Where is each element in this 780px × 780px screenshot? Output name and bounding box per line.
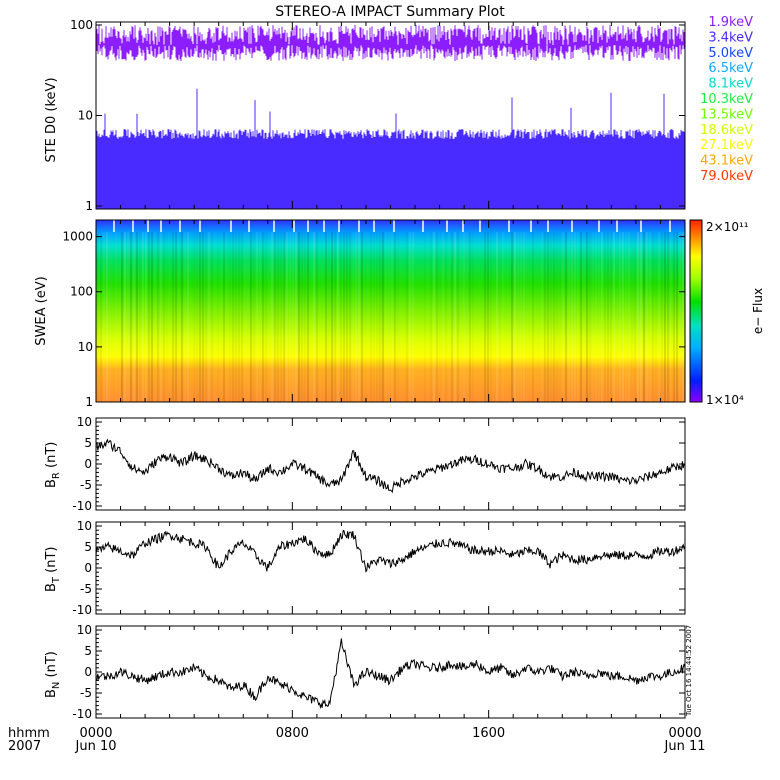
br-label-sub: R (51, 472, 62, 479)
x-tick-label: 1600 (472, 726, 505, 741)
colorbar-max-label: 2×10¹¹ (706, 220, 749, 234)
ste-y-label: STE D0 (keV) (44, 77, 59, 162)
ste-legend-entry: 79.0keV (700, 169, 753, 184)
ste-legend-entry: 1.9keV (708, 15, 753, 30)
swea-y-tick-label: 1 (85, 395, 93, 409)
bt-y-tick-label: 5 (84, 540, 92, 554)
colorbar-label: e− Flux (751, 288, 765, 334)
ste-y-tick-label: 1 (85, 199, 93, 213)
x-tick-label: 0800 (276, 726, 309, 741)
swea-y-tick-label: 100 (70, 285, 93, 299)
bt-y-label: BT (nT) (44, 547, 62, 593)
bn-y-tick-label: 10 (77, 623, 92, 637)
swea-spectrogram (96, 220, 685, 402)
bt-y-tick-label: 0 (84, 561, 92, 575)
swea-y-ticks: 1 10 100 1000 (62, 230, 685, 409)
x-axis-left-label-year: 2007 (8, 739, 41, 754)
ste-legend-entry: 13.5keV (700, 107, 753, 122)
br-y-tick-label: -5 (80, 478, 92, 492)
ste-panel: 1 10 100 STE D0 (keV) 1.9keV3.4keV5.0keV6.… (44, 15, 753, 213)
figure-title: STEREO-A IMPACT Summary Plot (275, 4, 505, 20)
bn-label-unit: (nT) (44, 651, 59, 681)
ste-series-1.9keV (96, 25, 685, 61)
br-label-unit: (nT) (44, 442, 59, 472)
generation-timestamp: Tue Oct 16 14:44:52 2007 (685, 625, 693, 717)
br-series-line (95, 438, 686, 494)
swea-y-tick-label: 1000 (62, 230, 93, 244)
ste-series-3.4keV (96, 88, 685, 209)
ste-legend-entry: 10.3keV (700, 92, 753, 107)
bn-y-label: BN (nT) (44, 651, 62, 698)
br-y-ticks: 10 5 0 -5 -10 (72, 415, 685, 513)
ste-channel-series (96, 25, 685, 209)
br-panel: 10 5 0 -5 -10 BR (nT) (44, 415, 686, 513)
bt-y-ticks: 10 5 0 -5 -10 (72, 519, 685, 617)
bt-panel: 10 5 0 -5 -10 BT (nT) (44, 519, 686, 617)
ste-legend-entry: 18.6keV (700, 123, 753, 138)
br-y-tick-label: 0 (84, 457, 92, 471)
ste-y-ticks: 1 10 100 (70, 18, 685, 213)
br-y-tick-label: 10 (77, 415, 92, 429)
bn-y-tick-label: 5 (84, 644, 92, 658)
ste-legend-entry: 43.1keV (700, 154, 753, 169)
bn-y-tick-label: 0 (84, 665, 92, 679)
swea-y-tick-label: 10 (78, 340, 93, 354)
ste-y-tick-label: 100 (70, 18, 93, 32)
bn-panel: 10 5 0 -5 -10 BN (nT) Tue Oct 16 14:44:52 20… (44, 623, 693, 721)
bt-y-tick-label: -10 (72, 603, 92, 617)
bn-y-tick-label: -5 (80, 686, 92, 700)
ste-legend-entry: 8.1keV (708, 77, 753, 92)
bt-label-sub: T (51, 576, 62, 584)
bn-label-sub: N (51, 682, 62, 689)
br-y-tick-label: 5 (84, 436, 92, 450)
ste-legend-entry: 5.0keV (708, 46, 753, 61)
swea-data-gaps (100, 220, 684, 402)
bn-series-line (95, 638, 686, 710)
bt-label-unit: (nT) (44, 547, 59, 577)
bt-label-main: B (44, 583, 59, 592)
bt-y-tick-label: -5 (80, 582, 92, 596)
x-tick-label: 0000 (668, 726, 701, 741)
bn-y-tick-label: -10 (72, 707, 92, 721)
x-tick-date-label: Jun 10 (75, 739, 117, 754)
ste-y-tick-label: 10 (78, 109, 93, 123)
ste-legend-entry: 3.4keV (708, 30, 753, 45)
swea-panel: 1 10 100 1000 SWEA (eV) 2×10¹¹ 1×10⁴ e− Flu… (34, 219, 765, 409)
br-y-tick-label: -10 (72, 499, 92, 513)
swea-y-label: SWEA (eV) (34, 276, 49, 345)
bn-y-ticks: 10 5 0 -5 -10 (72, 623, 685, 721)
colorbar-min-label: 1×10⁴ (706, 393, 744, 407)
bt-series-line (95, 529, 686, 573)
flux-colorbar (689, 219, 703, 403)
ste-legend-entry: 27.1keV (700, 138, 753, 153)
x-tick-date-label: Jun 11 (664, 739, 706, 754)
ste-legend-entry: 6.5keV (708, 61, 753, 76)
x-tick-label: 0000 (79, 726, 112, 741)
br-plot-frame (95, 417, 686, 511)
x-axis-left-label-hhmm: hhmm (8, 726, 50, 741)
br-label-main: B (44, 479, 59, 488)
bt-y-tick-label: 10 (77, 519, 92, 533)
ste-legend: 1.9keV3.4keV5.0keV6.5keV8.1keV10.3keV13.… (700, 15, 753, 184)
br-y-label: BR (nT) (44, 442, 62, 488)
bn-label-main: B (44, 689, 59, 698)
